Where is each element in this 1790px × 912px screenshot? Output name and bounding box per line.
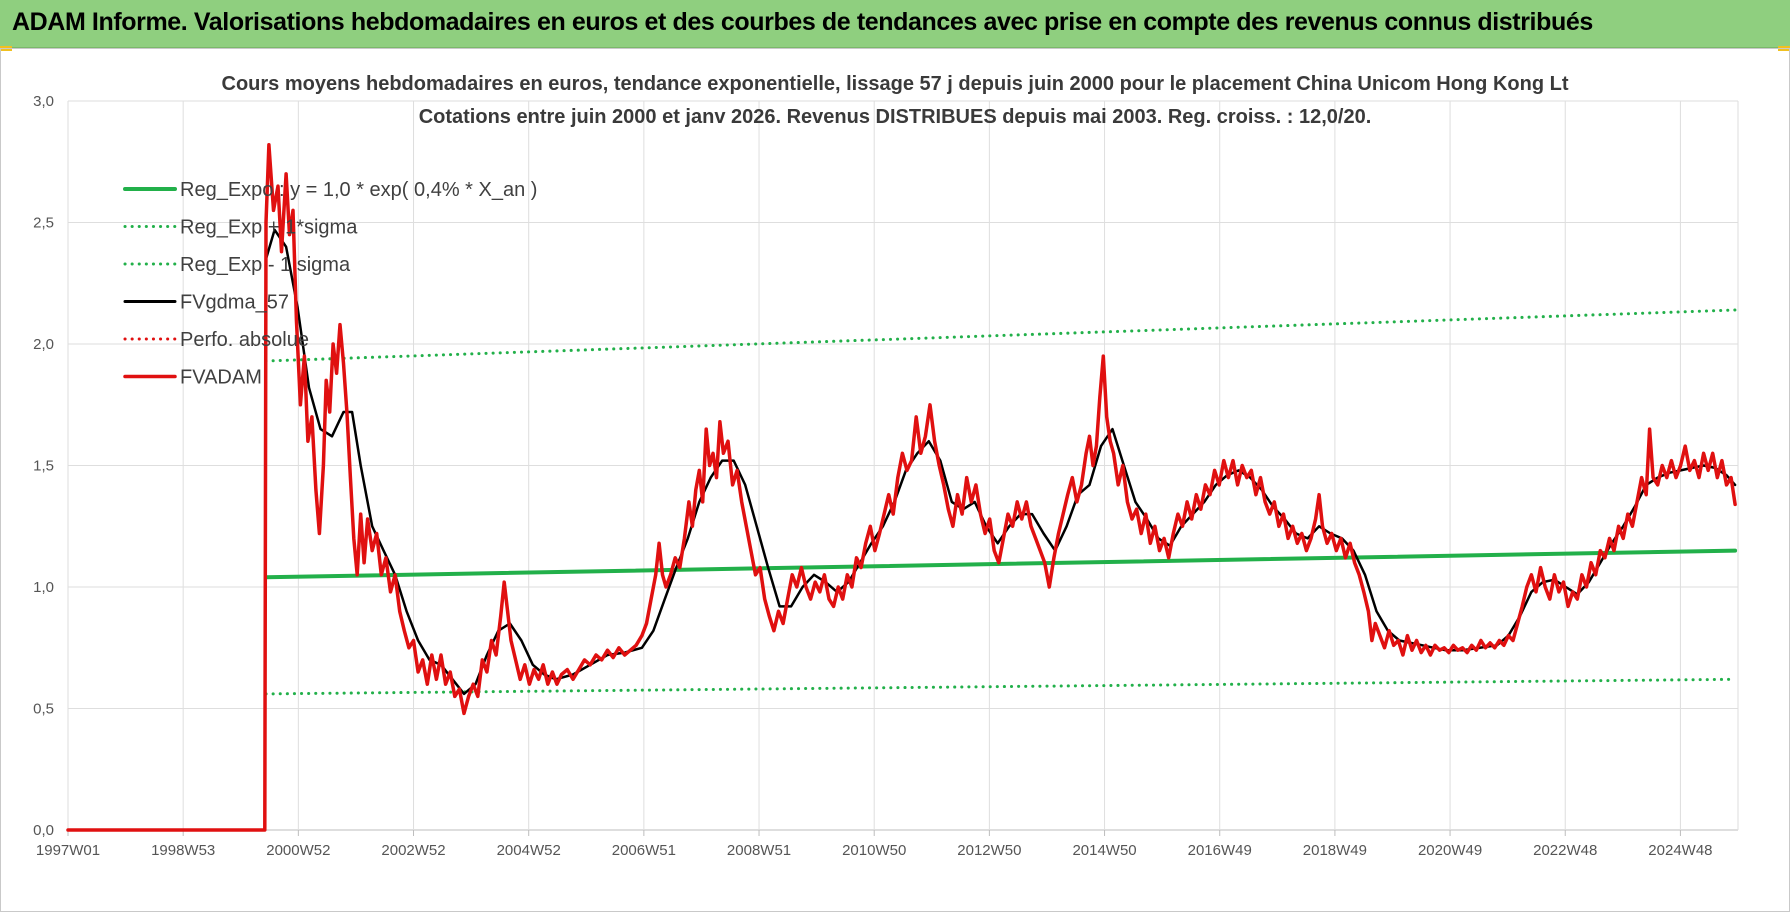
x-tick-label: 2012W50 (957, 842, 1021, 859)
series-line-5 (66, 142, 1737, 832)
x-tick-label: 2022W48 (1533, 842, 1597, 859)
y-tick-label: 3,0 (33, 93, 54, 110)
x-tick-label: 2006W51 (612, 842, 676, 859)
x-tick-label: 2010W50 (842, 842, 906, 859)
x-tick-label: 1998W53 (151, 842, 215, 859)
x-tick-label: 2002W52 (381, 842, 445, 859)
series-line-0 (264, 548, 1738, 580)
axis-ticks: 0,0 0,5 1,0 1,5 2,0 2,5 3,0 1997W01 1998W53 2000W… (33, 93, 1712, 859)
x-tick-label: 2014W50 (1072, 842, 1136, 859)
legend-label: FVgdma_57 (180, 292, 289, 314)
chart-legend: Reg_Expo : y = 1,0 * exp( 0,4% * X_an ) R… (123, 179, 537, 389)
y-tick-label: 0,0 (33, 822, 54, 839)
series-line-3 (264, 228, 1737, 696)
x-tick-label: 2018W49 (1303, 842, 1367, 859)
legend-label: Perfo. absolue (180, 329, 309, 351)
chart-grid (67, 100, 1739, 836)
x-tick-label: 2020W49 (1418, 842, 1482, 859)
series-layer (66, 142, 1738, 832)
x-tick-label: 2008W51 (727, 842, 791, 859)
legend-label: Reg_Exp - 1 sigma (180, 254, 351, 276)
y-tick-label: 0,5 (33, 701, 54, 718)
x-tick-label: 1997W01 (36, 842, 100, 859)
x-tick-label: 2000W52 (266, 842, 330, 859)
chart-title: Cours moyens hebdomadaires en euros, ten… (222, 73, 1569, 95)
x-tick-label: 2024W48 (1648, 842, 1712, 859)
legend-label: Reg_Expo : y = 1,0 * exp( 0,4% * X_an ) (180, 179, 537, 201)
x-tick-label: 2016W49 (1188, 842, 1252, 859)
y-tick-label: 2,5 (33, 215, 54, 232)
y-tick-label: 1,0 (33, 579, 54, 596)
x-tick-label: 2004W52 (497, 842, 561, 859)
series-line-2 (264, 677, 1737, 696)
legend-label: FVADAM (180, 367, 262, 389)
chart-subtitle: Cotations entre juin 2000 et janv 2026. … (419, 106, 1372, 128)
series-line-1 (264, 308, 1737, 363)
report-title: ADAM Informe. Valorisations hebdomadaire… (12, 8, 1593, 36)
legend-label: Reg_Exp + 1*sigma (180, 217, 358, 239)
y-tick-label: 2,0 (33, 336, 54, 353)
report-banner: ADAM Informe. Valorisations hebdomadaire… (0, 0, 1790, 48)
chart-svg: 0,0 0,5 1,0 1,5 2,0 2,5 3,0 1997W01 1998W53 2000W… (33, 73, 1739, 859)
y-tick-label: 1,5 (33, 458, 54, 475)
